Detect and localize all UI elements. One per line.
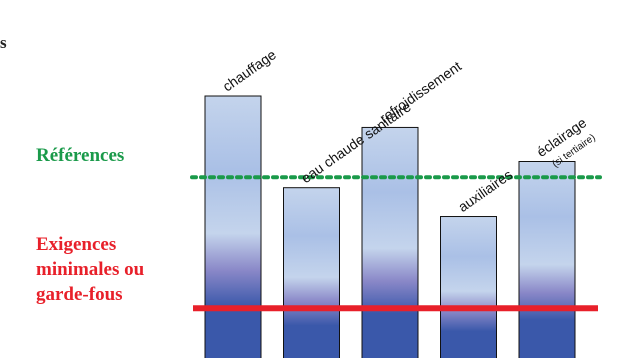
bars-layer — [204, 95, 576, 358]
minimum-label-line-1: Exigences — [36, 234, 117, 255]
bar-2 — [283, 187, 340, 358]
bar-5 — [518, 161, 576, 358]
cropped-text-fragment: s — [0, 33, 7, 52]
threshold-lines-layer — [190, 175, 602, 312]
minimum-label-line-3: garde-fous — [36, 284, 123, 305]
category-label-3: refroidissement — [377, 58, 465, 126]
category-label-1: chauffage — [220, 46, 280, 94]
bar-1 — [204, 95, 262, 358]
reference-line-label: Références — [36, 145, 125, 166]
minimum-label-line-2: minimales ou — [36, 259, 145, 280]
minimum-line-label: Exigences minimales ou garde-fous — [36, 232, 144, 307]
category-label-4: auxiliaires — [455, 166, 515, 215]
bar-3 — [361, 126, 419, 358]
bar-4 — [440, 216, 497, 358]
